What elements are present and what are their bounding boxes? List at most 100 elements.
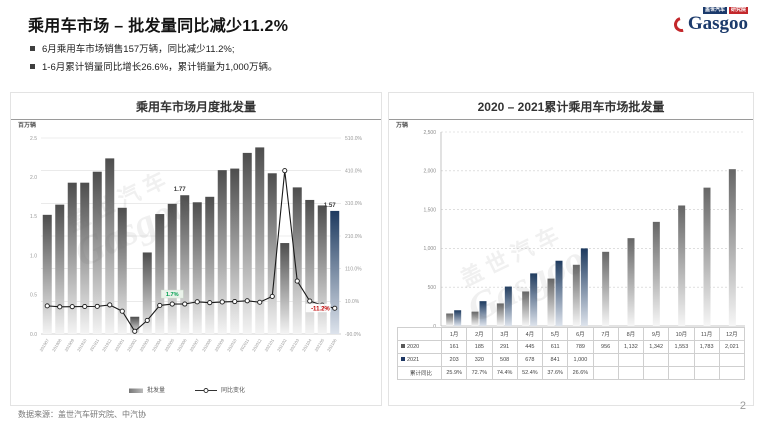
table-cell: 841: [541, 353, 569, 367]
bar-2021: [530, 273, 538, 326]
left-axis-tick: 0.5: [30, 293, 37, 299]
table-month-header: 6月: [567, 327, 594, 341]
bar-2020: [652, 221, 660, 326]
table-cell: [668, 366, 695, 380]
table-month-header: 11月: [693, 327, 720, 341]
x-axis-label: 201911: [89, 337, 101, 352]
table-cell: 203: [440, 353, 468, 367]
wholesale-bar: [242, 152, 252, 334]
yoy-marker: [257, 299, 263, 305]
bullet-item: 6月乘用车市场销售157万辆，同比减少11.2%;: [30, 41, 277, 55]
bar-2020: [446, 313, 454, 326]
wholesale-bar: [292, 187, 302, 334]
table-cell: 956: [592, 340, 619, 354]
left-axis-tick: 2.5: [30, 136, 37, 142]
table-cell: 72.7%: [466, 366, 493, 380]
legend-label: 批发量: [147, 386, 165, 394]
table-cell: 1,132: [617, 340, 645, 354]
table-month-header: 2月: [466, 327, 493, 341]
yoy-marker: [294, 278, 300, 284]
cumulative-data-table: 1月 2月 3月 4月 5月 6月 7月 8月 9月 10月 11月 12月 2020 161 185 291…: [397, 327, 746, 380]
page-number: 2: [739, 400, 746, 412]
table-month-header: 9月: [642, 327, 670, 341]
wholesale-bar: [305, 199, 315, 334]
table-corner-cell: [397, 327, 442, 341]
cumulative-wholesale-chart: 2,500 2,000 1,500 1,000 500 0: [389, 120, 753, 327]
yoy-marker: [107, 302, 113, 308]
yoy-marker: [244, 298, 250, 304]
bar-2020: [728, 169, 736, 326]
gasgoo-logo: 盖世汽车 研究院 Gasgoo: [671, 7, 748, 35]
wholesale-bar: [180, 195, 190, 334]
bullet-square-icon: [30, 45, 35, 51]
table-row-label: 2021: [397, 353, 442, 367]
yoy-marker: [157, 302, 163, 308]
table-cell: 445: [516, 340, 544, 354]
yoy-marker: [169, 301, 175, 307]
yoy-marker: [269, 293, 275, 299]
bar-2021: [479, 301, 487, 326]
yoy-marker: [194, 299, 200, 305]
x-axis-label: 202012: [251, 337, 263, 352]
right-axis-tick: 510.0%: [345, 136, 363, 142]
x-axis-label: 202002: [126, 337, 138, 352]
table-cell: 789: [567, 340, 594, 354]
table-month-header: 5月: [541, 327, 569, 341]
table-cell: [592, 353, 619, 367]
table-cell: [693, 353, 720, 367]
wholesale-bar: [205, 196, 215, 334]
table-month-header: 3月: [491, 327, 518, 341]
x-axis-label: 202102: [276, 337, 288, 352]
yoy-marker: [207, 300, 213, 306]
x-axis-label: 202009: [213, 337, 225, 352]
right-chart-svg: 2,500 2,000 1,500 1,000 500 0: [423, 130, 745, 327]
table-cell: 37.6%: [541, 366, 569, 380]
yoy-marker: [282, 168, 288, 174]
bar-2021: [580, 248, 588, 326]
yoy-value-label: -11.2%: [311, 306, 330, 312]
right-chart-title: 2020 – 2021累计乘用车市场批发量: [389, 93, 753, 120]
y-axis-tick: 2,000: [423, 169, 436, 175]
right-axis-tick: 10.0%: [345, 299, 360, 305]
wholesale-bar: [317, 205, 327, 334]
bar-2021: [555, 260, 563, 326]
y-axis-tick: 500: [428, 285, 437, 291]
yoy-marker: [232, 299, 238, 305]
bullet-text: 1-6月累计销量同比增长26.6%，累计销量为1,000万辆。: [42, 62, 278, 73]
yoy-label-box: [161, 289, 184, 299]
table-cell: 291: [491, 340, 518, 354]
yoy-marker: [332, 305, 338, 311]
logo-brand-text: Gasgoo: [687, 13, 748, 34]
bar-2021: [504, 286, 512, 326]
bar-2020: [496, 303, 504, 326]
table-cell: 185: [466, 340, 493, 354]
x-axis-label: 202004: [151, 337, 163, 352]
bar-2020: [522, 291, 530, 326]
yoy-marker: [94, 303, 100, 309]
x-axis-label: 202003: [138, 337, 150, 352]
left-chart-unit-label: 百万辆: [18, 123, 37, 129]
monthly-wholesale-chart-panel: 乘用车市场月度批发量 百万辆 510.0% 410.0% 310.0% 210.0% 1…: [10, 92, 382, 406]
left-chart-title: 乘用车市场月度批发量: [11, 93, 381, 120]
table-cell: 161: [440, 340, 468, 354]
legend-marker-swatch: [203, 388, 209, 393]
x-axis-label: 201910: [76, 337, 88, 352]
table-cell: [693, 366, 720, 380]
right-axis-tick: 210.0%: [345, 234, 363, 240]
wholesale-bar: [80, 182, 90, 334]
right-axis-tick: 110.0%: [345, 266, 362, 272]
logo-tag-primary: 盖世汽车: [702, 7, 727, 14]
wholesale-bar: [155, 214, 165, 334]
table-cell: [642, 366, 670, 380]
bar-2020: [602, 251, 610, 326]
table-cell: 1,342: [642, 340, 670, 354]
table-month-header: 12月: [718, 327, 746, 341]
yoy-marker: [44, 303, 50, 309]
x-axis-label: 202103: [288, 337, 300, 352]
bar-2020: [703, 187, 711, 326]
bar-2020: [547, 278, 555, 326]
logo-wordmark: Gasgoo: [671, 13, 748, 35]
table-cell: 52.4%: [516, 366, 544, 380]
table-cell: 611: [541, 340, 569, 354]
